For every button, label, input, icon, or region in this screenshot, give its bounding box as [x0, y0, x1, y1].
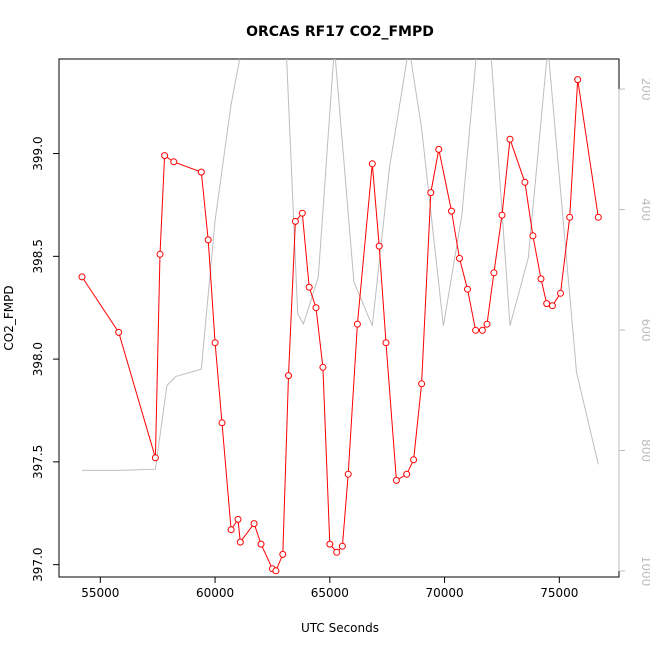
y-axis-label: CO2_FMPD: [2, 285, 16, 350]
data-point: [156, 250, 164, 258]
y2-tick-label: 1000: [639, 556, 650, 587]
data-point: [403, 470, 411, 478]
gray-series-layer: [82, 59, 599, 471]
x-tick-label: 70000: [425, 586, 463, 600]
x-tick-label: 60000: [196, 586, 234, 600]
data-point: [326, 540, 334, 548]
data-point: [521, 178, 529, 186]
x-axis-label: UTC Seconds: [301, 621, 379, 635]
data-point: [236, 538, 244, 546]
data-point: [435, 145, 443, 153]
x-tick-label: 65000: [311, 586, 349, 600]
data-point: [333, 548, 341, 556]
data-point: [272, 567, 280, 575]
chart-title: ORCAS RF17 CO2_FMPD: [246, 24, 434, 40]
data-point: [344, 470, 352, 478]
data-point: [456, 254, 463, 262]
data-point: [338, 542, 346, 550]
data-point: [285, 372, 292, 380]
data-point: [227, 526, 235, 534]
series-gray-line: [82, 59, 599, 471]
data-point: [257, 540, 265, 548]
data-point: [557, 289, 564, 297]
data-point: [353, 320, 361, 328]
data-point: [319, 363, 327, 371]
y2-tick-label: 400: [639, 198, 650, 221]
data-point: [279, 550, 287, 558]
data-point: [305, 283, 313, 291]
y-tick-label: 397.0: [31, 547, 45, 581]
data-point: [382, 339, 390, 347]
data-point: [448, 207, 455, 215]
y-tick-label: 399.0: [31, 136, 45, 170]
x-tick-label: 55000: [81, 586, 119, 600]
data-point: [291, 217, 299, 225]
data-point: [566, 213, 574, 221]
data-point: [218, 419, 226, 427]
data-point: [464, 285, 471, 293]
data-point: [197, 168, 205, 176]
data-point: [529, 232, 537, 240]
y2-axis: 200 400 600 800 1000: [618, 78, 650, 587]
data-point: [410, 456, 418, 464]
data-point: [478, 326, 486, 334]
y2-tick-label: 200: [639, 78, 650, 101]
data-point: [472, 326, 480, 334]
data-point: [368, 160, 376, 168]
x-axis: 55000 60000 65000 70000 75000: [81, 576, 578, 600]
data-point: [250, 520, 258, 528]
data-point: [170, 158, 178, 166]
data-point: [418, 380, 426, 388]
data-point: [392, 476, 400, 484]
data-point: [298, 209, 306, 217]
data-point: [211, 339, 219, 347]
data-point: [78, 273, 86, 281]
data-point: [594, 213, 602, 221]
data-point: [490, 269, 498, 277]
data-point: [498, 211, 506, 219]
data-point: [204, 236, 212, 244]
y2-tick-label: 800: [639, 439, 650, 462]
data-point: [312, 304, 320, 312]
data-point: [537, 275, 545, 283]
data-point: [574, 76, 582, 84]
data-point: [548, 302, 556, 310]
data-point: [115, 328, 123, 336]
data-point: [427, 189, 435, 197]
red-series-layer: [78, 76, 602, 575]
data-point: [543, 300, 551, 308]
data-point: [234, 515, 242, 523]
data-point: [161, 152, 169, 160]
data-point: [151, 454, 159, 462]
data-point: [506, 135, 514, 143]
plot-frame: [58, 58, 620, 578]
y2-tick-label: 600: [639, 319, 650, 342]
y-tick-label: 398.0: [31, 342, 45, 376]
series-red-line: [81, 79, 599, 572]
y-axis: 397.0 397.5 398.0 398.5 399.0: [31, 136, 60, 582]
y-tick-label: 398.5: [31, 239, 45, 273]
data-point: [375, 242, 383, 250]
x-tick-label: 75000: [540, 586, 578, 600]
data-point: [483, 320, 491, 328]
y-tick-label: 397.5: [31, 445, 45, 479]
